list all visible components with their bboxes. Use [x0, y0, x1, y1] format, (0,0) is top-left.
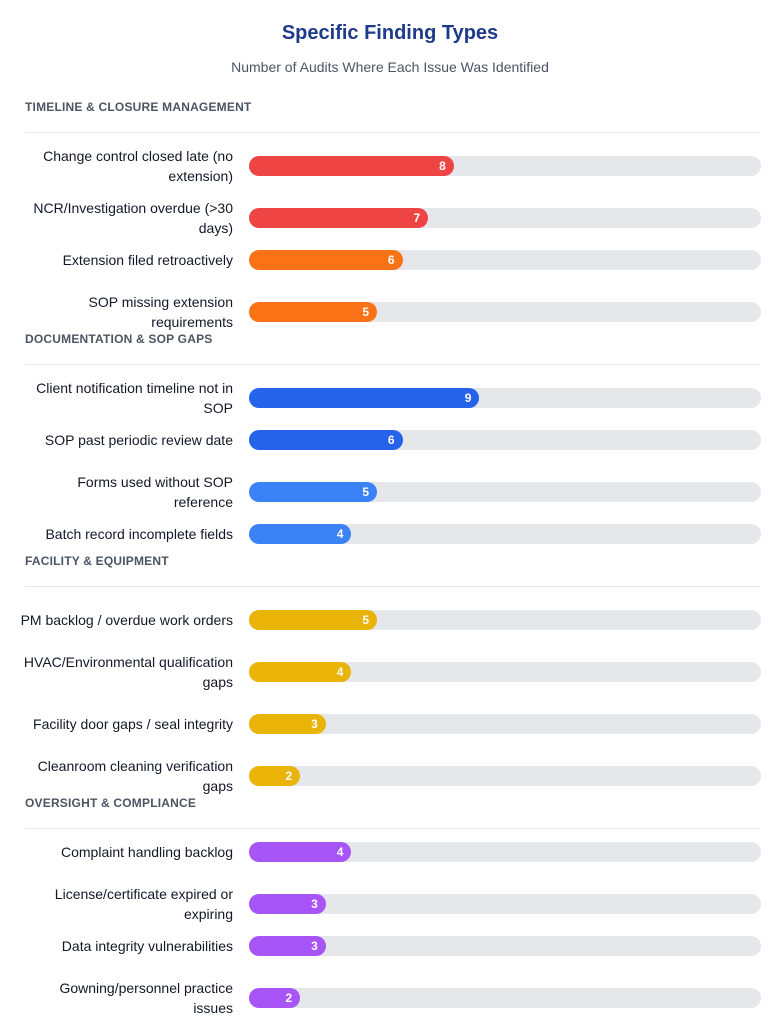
section-header: FACILITY & EQUIPMENT: [25, 554, 169, 568]
bar: [249, 524, 352, 544]
bar-value-label: 6: [387, 253, 395, 267]
bar-value-label: 3: [311, 939, 318, 953]
section-header: TIMELINE & CLOSURE MANAGEMENT: [25, 100, 252, 114]
chart-subtitle: Number of Audits Where Each Issue Was Id…: [231, 59, 549, 75]
bar-value-label: 4: [336, 845, 344, 859]
bar-track: [249, 714, 761, 734]
bar-label: SOP missing extension requirements: [88, 294, 233, 330]
bar-value-label: 4: [336, 527, 344, 541]
bar-track: [249, 988, 761, 1008]
bar-value-label: 3: [311, 717, 318, 731]
section-divider: [25, 586, 760, 587]
bar: [249, 936, 326, 956]
bar-track: [249, 936, 761, 956]
bar-track: [249, 662, 761, 682]
bar-label: Facility door gaps / seal integrity: [33, 716, 233, 732]
bar-value-label: 6: [387, 433, 395, 447]
bar-track: [249, 894, 761, 914]
bar: [249, 156, 454, 176]
bar: [249, 662, 352, 682]
bar-label: PM backlog / overdue work orders: [20, 612, 233, 628]
bar: [249, 208, 429, 228]
bar-label: Batch record incomplete fields: [45, 526, 233, 542]
bar: [249, 988, 301, 1008]
section-header: DOCUMENTATION & SOP GAPS: [25, 332, 213, 346]
bar-track: [249, 524, 761, 544]
bar-label: SOP past periodic review date: [44, 432, 233, 448]
bar-value-label: 5: [362, 485, 369, 499]
bar-value-label: 4: [336, 665, 344, 679]
bar: [249, 482, 377, 502]
bar-track: [249, 766, 761, 786]
bar-label: Gowning/personnel practice issues: [59, 980, 233, 1016]
section-divider: [25, 132, 760, 133]
chart-title: Specific Finding Types: [281, 22, 499, 44]
bar: [249, 842, 352, 862]
bar: [249, 610, 377, 630]
bar: [249, 250, 403, 270]
bar-label: License/certificate expired or expiring: [54, 886, 233, 922]
section-divider: [25, 364, 760, 365]
bar-value-label: 5: [362, 613, 369, 627]
bar-value-label: 9: [464, 391, 472, 405]
bar-value-label: 3: [311, 897, 318, 911]
bar-label: HVAC/Environmental qualification gaps: [23, 654, 233, 690]
bar-label: Cleanroom cleaning verification gaps: [37, 758, 233, 794]
bar: [249, 766, 301, 786]
section-header: OVERSIGHT & COMPLIANCE: [25, 796, 197, 810]
bar-track: [249, 842, 761, 862]
section-divider: [25, 828, 760, 829]
bar-label: Forms used without SOP reference: [77, 474, 233, 510]
bar: [249, 714, 326, 734]
bar: [249, 302, 377, 322]
bar-value-label: 8: [439, 159, 446, 173]
bar-label: NCR/Investigation overdue (>30 days): [33, 200, 233, 236]
bar: [249, 430, 403, 450]
bar-track: [249, 482, 761, 502]
bar-value-label: 7: [413, 211, 421, 225]
bar-label: Change control closed late (no extension…: [43, 148, 233, 184]
bar-track: [249, 302, 761, 322]
bar-label: Complaint handling backlog: [61, 844, 233, 860]
bar-label: Extension filed retroactively: [62, 252, 233, 268]
bar-label: Data integrity vulnerabilities: [61, 938, 233, 954]
bar-value-label: 5: [362, 305, 369, 319]
bar-track: [249, 610, 761, 630]
bar-value-label: 2: [285, 769, 293, 783]
bar-label: Client notification timeline not in SOP: [36, 380, 233, 416]
bar: [249, 388, 480, 408]
bar-value-label: 2: [285, 991, 293, 1005]
bar: [249, 894, 326, 914]
